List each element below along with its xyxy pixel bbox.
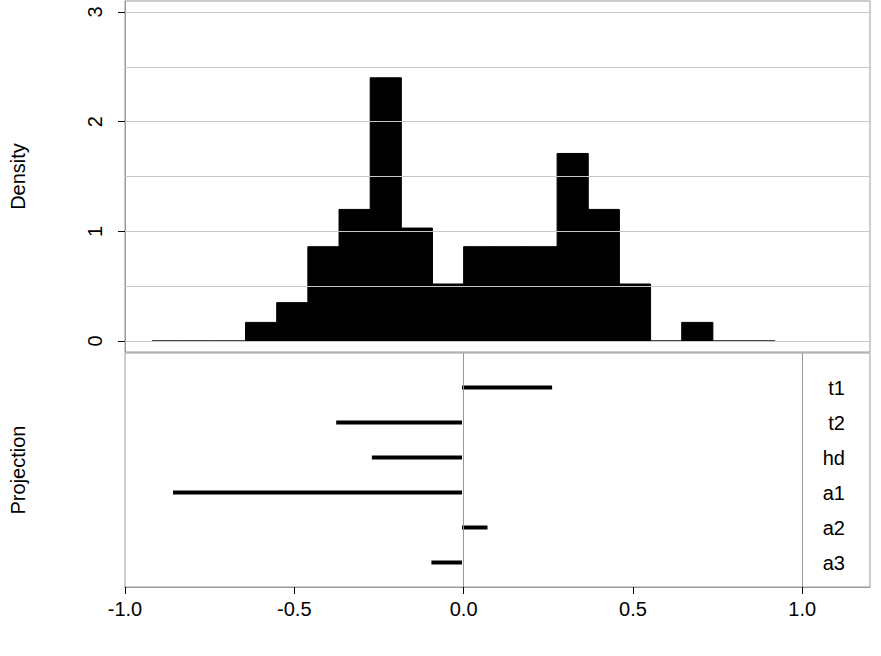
svg-text:1.0: 1.0 (788, 598, 816, 620)
svg-text:0.0: 0.0 (450, 598, 478, 620)
svg-text:0: 0 (84, 335, 106, 346)
svg-text:0.5: 0.5 (619, 598, 647, 620)
svg-text:-1.0: -1.0 (108, 598, 142, 620)
svg-text:-0.5: -0.5 (277, 598, 311, 620)
svg-text:t1: t1 (828, 377, 845, 399)
svg-text:a2: a2 (823, 517, 845, 539)
svg-text:a3: a3 (823, 552, 845, 574)
svg-text:a1: a1 (823, 482, 845, 504)
svg-text:1: 1 (84, 226, 106, 237)
svg-text:3: 3 (84, 6, 106, 17)
svg-text:Projection: Projection (7, 426, 29, 515)
svg-text:Density: Density (7, 143, 29, 210)
svg-text:hd: hd (823, 447, 845, 469)
svg-text:t2: t2 (828, 412, 845, 434)
svg-text:2: 2 (84, 116, 106, 127)
